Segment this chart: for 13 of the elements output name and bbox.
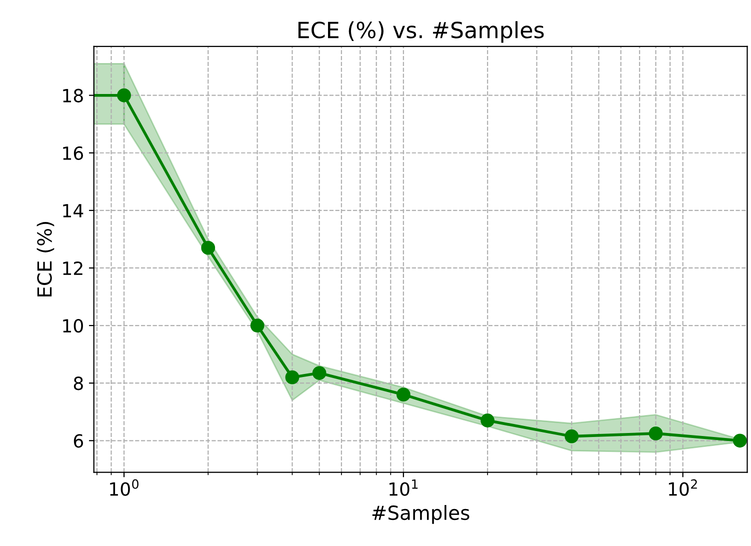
x-axis-title: #Samples bbox=[372, 505, 470, 524]
y-tick-label: 6 bbox=[74, 434, 84, 448]
y-tick-label: 16 bbox=[63, 146, 84, 160]
x-tick-label: 10$^{1}$ bbox=[390, 479, 418, 496]
y-axis-title: ECE (%) bbox=[36, 222, 54, 296]
y-tick-label: 18 bbox=[63, 88, 83, 102]
x-tick-label: 10$^{2}$ bbox=[668, 479, 697, 496]
y-tick-label: 14 bbox=[63, 204, 84, 218]
chart-title: ECE (%) vs. #Samples bbox=[298, 21, 544, 43]
y-tick-label: 12 bbox=[63, 261, 82, 275]
y-tick-label: 8 bbox=[74, 376, 83, 390]
x-tick-label: 10$^{0}$ bbox=[110, 479, 138, 496]
y-tick-label: 10 bbox=[63, 318, 83, 333]
